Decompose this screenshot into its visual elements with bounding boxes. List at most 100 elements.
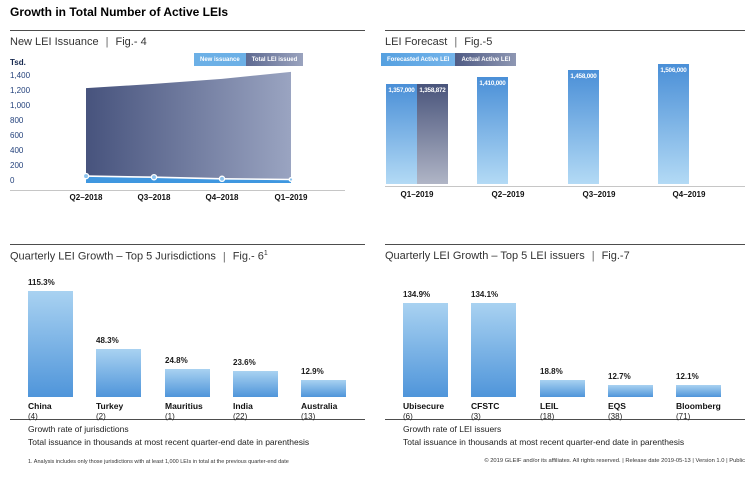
- bar-value-label: 134.1%: [471, 290, 499, 300]
- y-tick-label: 1,400: [10, 71, 31, 80]
- category-label: Ubisecure: [403, 401, 445, 411]
- chart-title-text: Quarterly LEI Growth – Top 5 LEI issuers: [385, 250, 585, 262]
- bar-value-label: 134.9%: [403, 289, 431, 299]
- title-separator: |: [591, 250, 595, 262]
- y-tick-label: 0: [10, 176, 15, 185]
- fig7-category-labels: Ubisecure (6) CFSTC (3) LEIL (18) EQS (38) Bloom…: [385, 401, 745, 427]
- panel-top5-lei-issuers: Quarterly LEI Growth – Top 5 LEI issuers…: [385, 246, 745, 479]
- x-tick-label: Q1–2019: [274, 193, 308, 202]
- x-tick-label: Q3–2018: [137, 193, 171, 202]
- footnote-marker: 1: [263, 250, 268, 257]
- title-separator: |: [105, 36, 109, 48]
- bar-slot: 134.1%: [471, 290, 516, 397]
- count-label: (4): [28, 412, 38, 421]
- note-line: Total issuance in thousands at most rece…: [28, 437, 310, 447]
- category-label: CFSTC: [471, 401, 500, 411]
- panel-new-lei-issuance: New LEI Issuance | Fig.- 4 Tsd. New issuan…: [10, 32, 365, 244]
- fig4-plot: [82, 71, 294, 183]
- divider: [385, 244, 745, 245]
- page-title: Growth in Total Number of Active LEIs: [10, 5, 229, 19]
- forecast-bar: 1,357,000: [386, 83, 417, 184]
- bar-value-label: 48.3%: [96, 336, 119, 345]
- growth-bar: [233, 370, 278, 397]
- bar-value-label: 1,506,000: [660, 67, 687, 74]
- y-axis-unit: Tsd.: [10, 58, 26, 67]
- figure-number: Fig.- 6: [232, 250, 264, 263]
- growth-bar: [301, 379, 346, 397]
- category-label: Australia: [301, 401, 338, 411]
- x-tick-label: Q1–2019: [400, 190, 434, 199]
- bar-slot: 12.9%: [301, 367, 346, 397]
- x-tick-label: Q3–2019: [582, 190, 616, 199]
- legend: New issuance Total LEI issued: [194, 53, 304, 66]
- category-label: EQS: [608, 401, 626, 411]
- divider: [385, 419, 745, 420]
- figure-number: Fig.- 4: [115, 36, 147, 48]
- growth-bar: [165, 369, 210, 397]
- divider: [10, 419, 365, 420]
- divider: [10, 30, 365, 31]
- category-label: LEIL: [540, 401, 559, 411]
- bar-value-label: 1,358,872: [419, 86, 446, 94]
- footnote-text: 1. Analysis includes only those jurisdic…: [28, 459, 289, 465]
- chart-title-text: LEI Forecast: [385, 36, 448, 48]
- category-label: Mauritius: [165, 401, 203, 411]
- note-line: Total issuance in thousands at most rece…: [403, 437, 685, 447]
- copyright-line: © 2019 GLEIF and/or its affiliates. All …: [484, 458, 745, 464]
- bar-slot: 18.8%: [540, 367, 585, 397]
- x-tick-label: Q2–2018: [69, 193, 103, 202]
- forecast-bar: 1,410,000: [477, 76, 508, 184]
- fig5-bars: 1,357,000 1,358,872 1,410,000 1,458,000 1,50…: [385, 64, 745, 184]
- chart-title-text: New LEI Issuance: [10, 36, 99, 48]
- y-tick-label: 800: [10, 116, 24, 125]
- fig6-category-labels: China (4) Turkey (2) Mauritius (1) India (22) Au…: [10, 401, 365, 427]
- fig6-bars: 115.3% 48.3% 24.8% 23.6% 12.9%: [10, 278, 365, 397]
- new-issuance-marker: [218, 175, 226, 183]
- title-separator: |: [454, 36, 458, 48]
- panel-lei-forecast: LEI Forecast | Fig.-5 Forecasted Active LE…: [381, 32, 745, 244]
- chart-title-text: Quarterly LEI Growth – Top 5 Jurisdictio…: [10, 250, 216, 263]
- bar-value-label: 23.6%: [233, 357, 256, 367]
- chart-title: New LEI Issuance | Fig.- 4: [10, 36, 147, 48]
- note-line: Growth rate of LEI issuers: [403, 424, 502, 434]
- bar-value-label: 1,410,000: [479, 79, 506, 87]
- growth-bar: [471, 303, 516, 397]
- bar-slot: 48.3%: [96, 336, 141, 397]
- bar-value-label: 24.8%: [165, 356, 188, 366]
- new-issuance-marker: [288, 177, 294, 182]
- bar-value-label: 12.1%: [676, 371, 699, 381]
- title-separator: |: [222, 250, 226, 263]
- panel-top5-jurisdictions: Quarterly LEI Growth – Top 5 Jurisdictio…: [10, 246, 365, 479]
- bar-value-label: 12.7%: [608, 371, 631, 381]
- legend-item-total-lei-issued: Total LEI issued: [245, 53, 304, 66]
- fig4-y-axis: 1,400 1,200 1,000 800 600 400 200 0: [10, 32, 52, 197]
- count-label: (22): [233, 412, 248, 421]
- new-issuance-marker: [82, 172, 90, 180]
- y-tick-label: 200: [10, 161, 24, 170]
- growth-bar: [608, 384, 653, 397]
- figure-number: Fig.-5: [464, 36, 493, 48]
- chart-title: Quarterly LEI Growth – Top 5 LEI issuers…: [385, 250, 630, 262]
- fig7-bars: 134.9% 134.1% 18.8% 12.7% 12.1%: [385, 289, 745, 397]
- bar-slot: 12.7%: [608, 371, 653, 397]
- note-line: Growth rate of jurisdictions: [28, 424, 129, 434]
- growth-bar: [96, 349, 141, 397]
- category-label: India: [233, 401, 253, 411]
- legend-item-new-issuance: New issuance: [194, 53, 246, 66]
- y-tick-label: 1,000: [10, 101, 31, 110]
- new-issuance-line: [85, 175, 292, 181]
- bar-value-label: 1,458,000: [570, 73, 597, 81]
- x-tick-label: Q4–2018: [205, 193, 239, 202]
- bar-slot: 115.3%: [28, 278, 73, 397]
- chart-title: Quarterly LEI Growth – Top 5 Jurisdictio…: [10, 250, 268, 263]
- growth-bar: [28, 290, 73, 397]
- y-tick-label: 600: [10, 131, 24, 140]
- new-issuance-marker: [150, 173, 158, 181]
- count-label: (18): [540, 412, 555, 421]
- chart-title: LEI Forecast | Fig.-5: [385, 36, 492, 48]
- actual-bar: 1,358,872: [417, 83, 448, 184]
- count-label: (3): [471, 412, 481, 421]
- new-issuance-band: [86, 176, 291, 183]
- count-label: (2): [96, 412, 106, 421]
- x-axis-line: [385, 186, 745, 187]
